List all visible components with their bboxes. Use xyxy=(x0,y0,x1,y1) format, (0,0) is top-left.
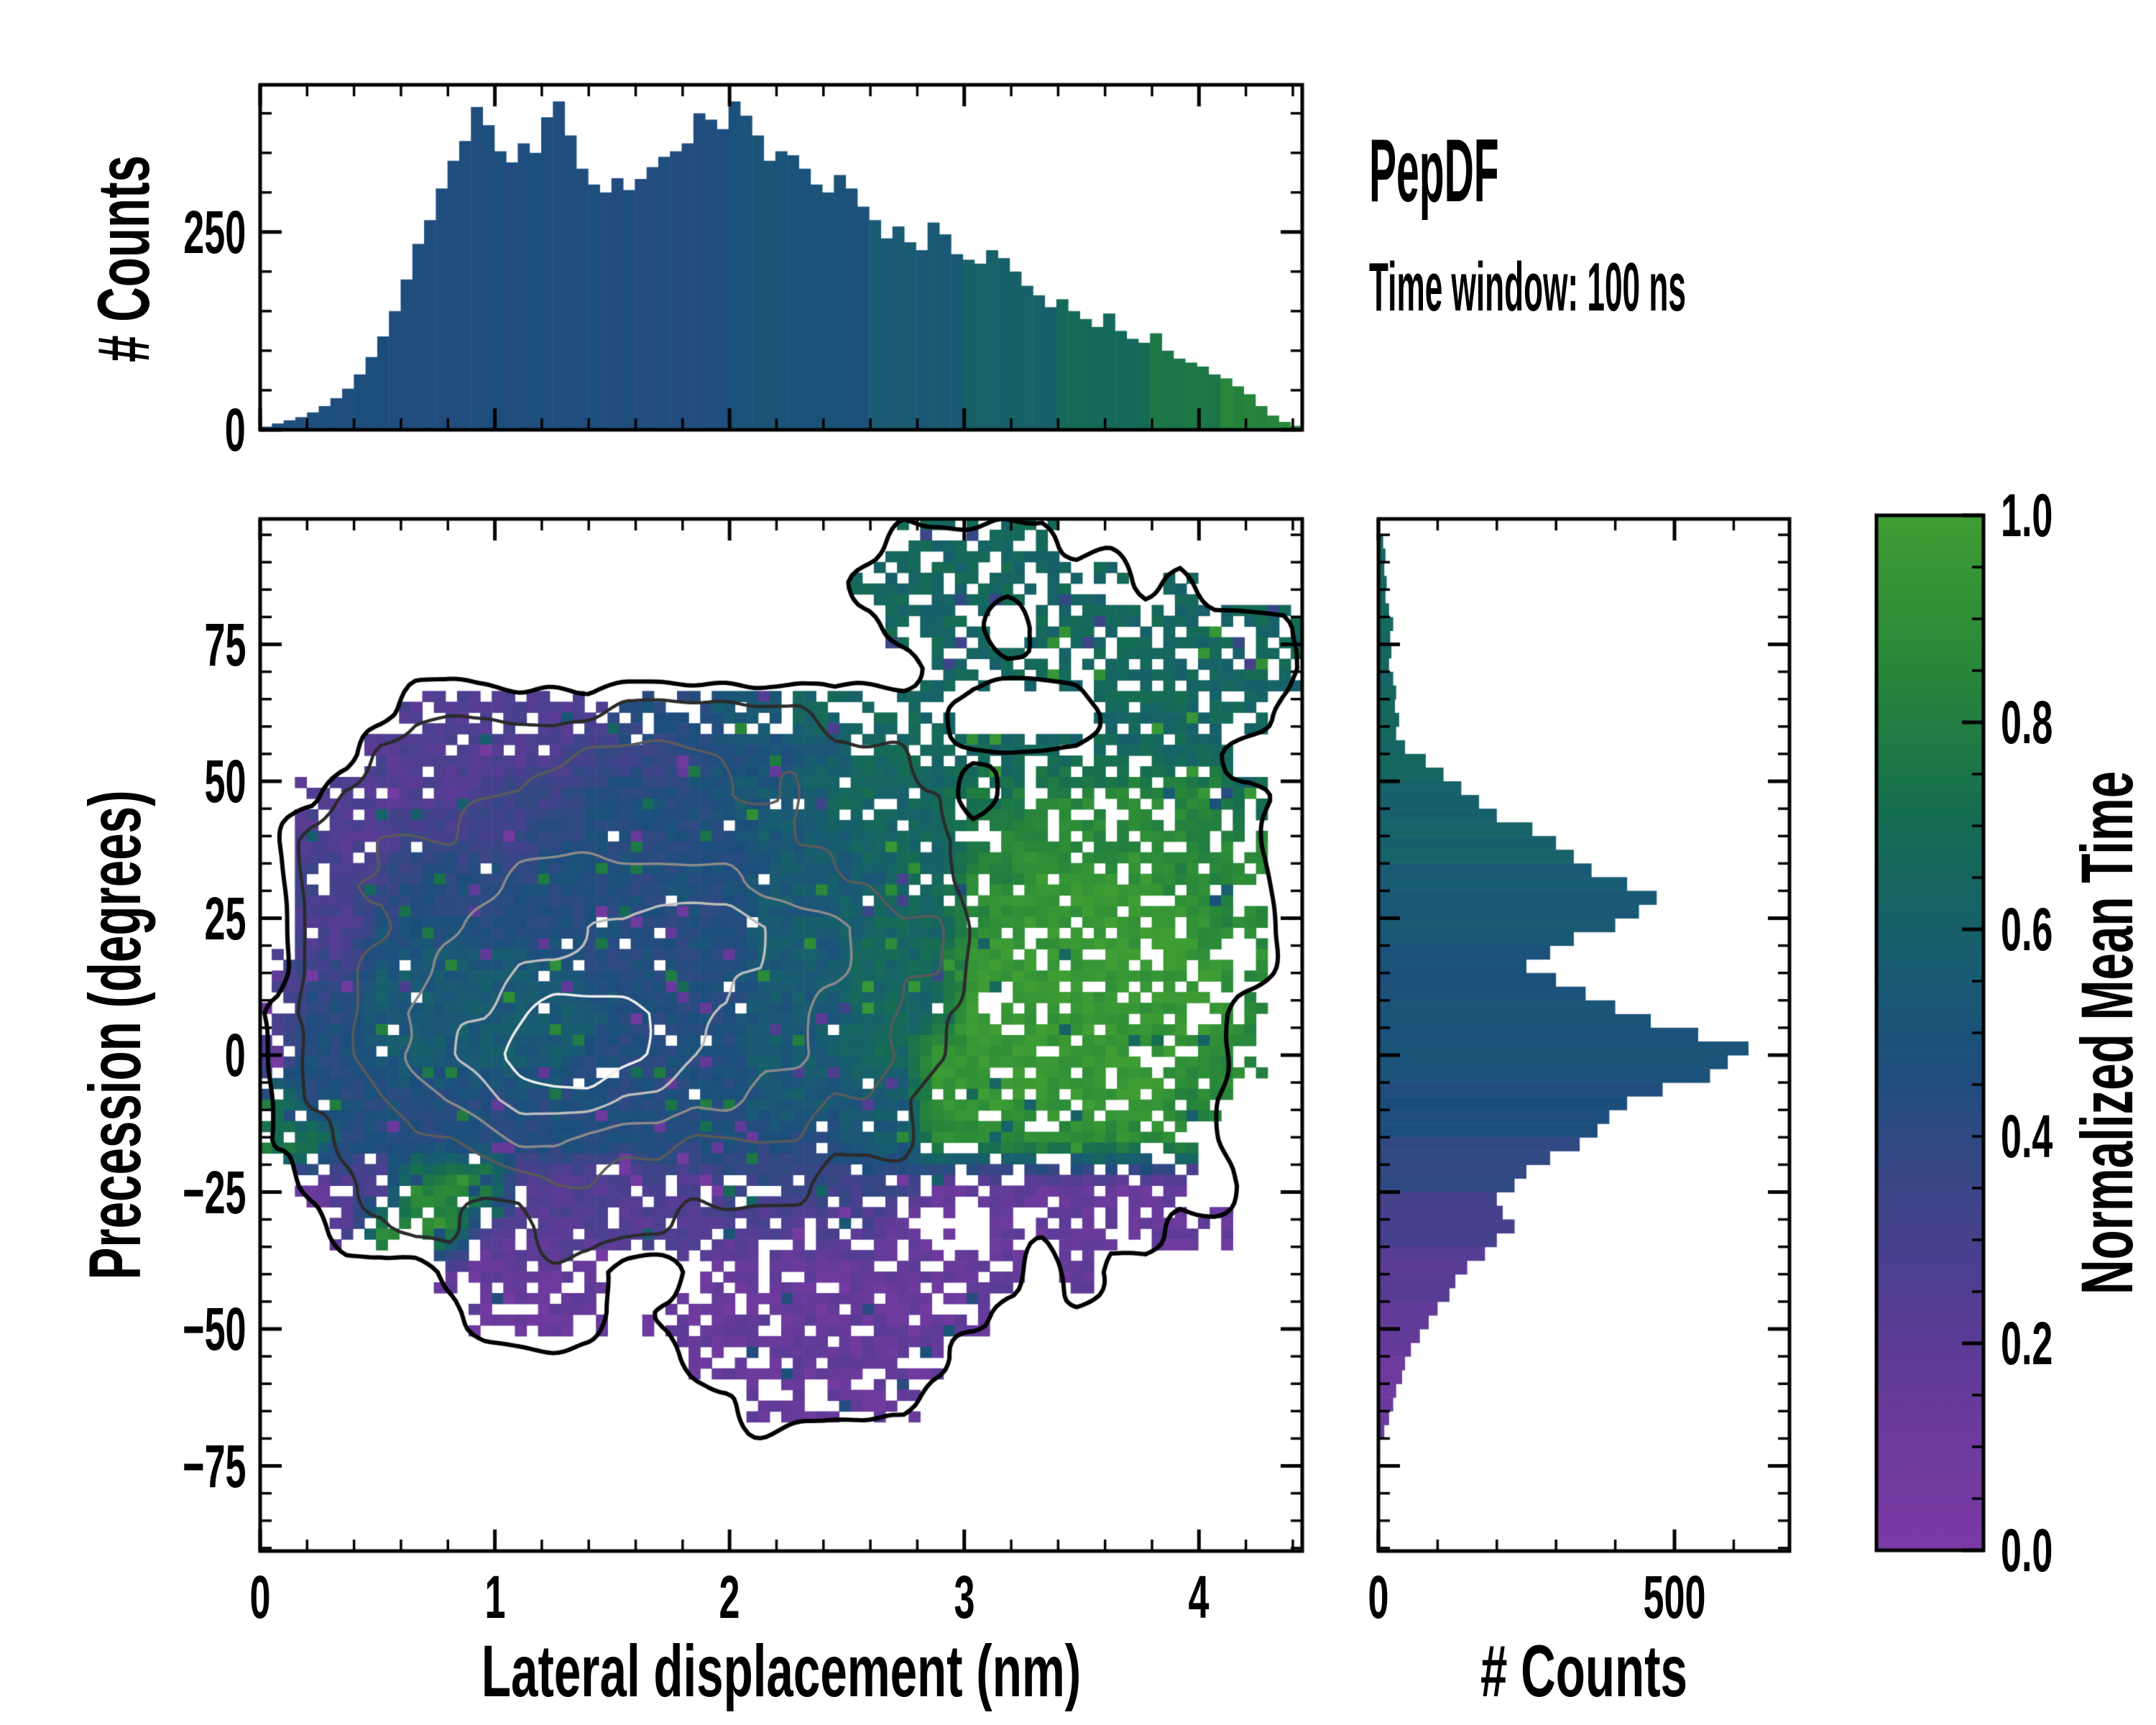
right-hist-xtick-label: 0 xyxy=(1368,1563,1389,1631)
main-ytick-label: −50 xyxy=(182,1295,246,1363)
colorbar-tick-label: 0.8 xyxy=(2001,689,2053,756)
main-ytick-label: 0 xyxy=(225,1021,246,1089)
colorbar-tick-label: 0.0 xyxy=(2001,1517,2053,1584)
main-ytick-label: −75 xyxy=(182,1432,246,1500)
main-ylabel: Precession (degrees) xyxy=(74,790,156,1280)
main-xtick-label: 0 xyxy=(249,1563,271,1631)
main-ytick-label: −25 xyxy=(182,1158,246,1226)
right-hist-xtick-label: 500 xyxy=(1643,1563,1706,1631)
right-hist-xlabel: # Counts xyxy=(1480,1630,1687,1712)
colorbar-label: Normalized Mean Time xyxy=(2066,770,2148,1295)
main-ytick-label: 75 xyxy=(204,610,246,678)
colorbar-tick-label: 0.6 xyxy=(2001,896,2053,963)
main-ytick-label: 50 xyxy=(204,748,246,815)
figure-subtitle: Time window: 100 ns xyxy=(1369,249,1686,326)
main-xtick-label: 4 xyxy=(1188,1563,1210,1631)
top-hist-ytick-label: 0 xyxy=(225,396,246,464)
figure-title: PepDF xyxy=(1369,121,1499,221)
colorbar-panel xyxy=(1876,515,1984,1550)
colorbar-tick-label: 1.0 xyxy=(2001,482,2053,549)
main-ytick-label: 25 xyxy=(204,884,246,952)
main-xtick-label: 2 xyxy=(719,1563,740,1631)
main-heatmap-panel xyxy=(260,519,1302,1551)
main-xlabel: Lateral displacement (nm) xyxy=(481,1630,1082,1712)
top-histogram-panel xyxy=(260,85,1302,430)
colorbar-tick-label: 0.2 xyxy=(2001,1310,2053,1377)
top-hist-ylabel: # Counts xyxy=(83,155,165,362)
top-hist-ytick-label: 250 xyxy=(183,198,246,266)
colorbar-tick-label: 0.4 xyxy=(2001,1103,2053,1170)
right-histogram-panel xyxy=(1378,519,1789,1551)
main-xtick-label: 3 xyxy=(954,1563,975,1631)
main-xtick-label: 1 xyxy=(484,1563,506,1631)
